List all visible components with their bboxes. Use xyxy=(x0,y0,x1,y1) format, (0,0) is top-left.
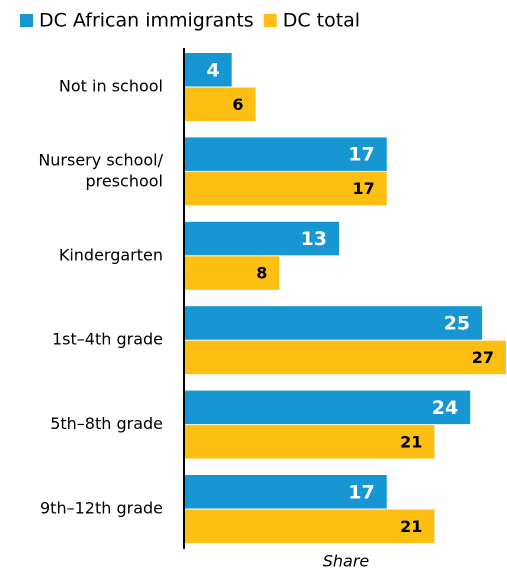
data-label: 27 xyxy=(472,348,494,367)
category-label: Kindergarten xyxy=(59,245,163,264)
data-label: 6 xyxy=(232,95,243,114)
bar xyxy=(184,306,483,340)
bar xyxy=(184,340,506,375)
bar xyxy=(184,475,387,509)
category-label: 9th–12th grade xyxy=(40,498,163,517)
x-axis-label: Share xyxy=(323,552,370,571)
legend-label: DC total xyxy=(283,10,360,32)
bar xyxy=(184,256,280,290)
data-label: 4 xyxy=(206,59,219,81)
bar xyxy=(184,137,387,171)
data-label: 24 xyxy=(432,397,458,419)
data-label: 17 xyxy=(348,144,374,166)
bar xyxy=(184,87,256,121)
data-label: 13 xyxy=(301,228,327,250)
bar xyxy=(184,53,232,87)
bar xyxy=(184,390,471,425)
bar xyxy=(184,509,435,543)
bar xyxy=(184,425,435,459)
data-label: 21 xyxy=(400,432,422,451)
category-label: Nursery school/preschool xyxy=(38,150,163,190)
bar xyxy=(184,171,387,206)
data-label: 17 xyxy=(352,179,374,198)
data-label: 21 xyxy=(400,517,422,536)
data-label: 8 xyxy=(256,264,267,283)
category-label: 1st–4th grade xyxy=(52,329,163,348)
category-label: 5th–8th grade xyxy=(50,414,163,433)
legend-swatch xyxy=(20,14,33,27)
data-label: 25 xyxy=(444,312,470,334)
category-label: Not in school xyxy=(59,76,163,95)
legend-label: DC African immigrants xyxy=(39,10,254,32)
bar xyxy=(184,221,340,256)
data-label: 17 xyxy=(348,481,374,503)
legend-swatch xyxy=(263,14,277,27)
